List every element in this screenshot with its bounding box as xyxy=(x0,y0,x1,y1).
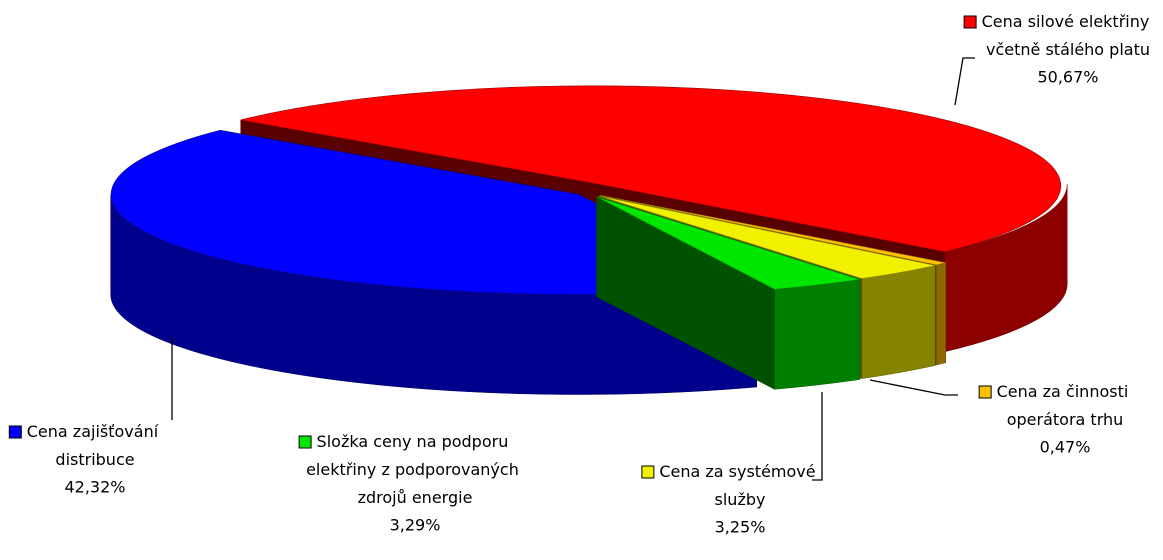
value-label: 3,25% xyxy=(715,518,766,537)
slice-top xyxy=(600,195,946,266)
legend-label: Cena za systémové služby xyxy=(659,462,820,509)
slice xyxy=(596,196,860,390)
legend-label: Složka ceny na podporu elektřiny z podpo… xyxy=(306,432,524,507)
value-label: 3,29% xyxy=(390,516,441,535)
legend-swatch xyxy=(978,385,992,399)
slice-top xyxy=(598,195,936,279)
slice-top xyxy=(110,129,758,295)
value-label: 0,47% xyxy=(1040,438,1091,457)
slice-top xyxy=(240,85,1062,253)
legend-swatch xyxy=(641,465,655,479)
labels: Cena silové elektřiny včetně stálého pla… xyxy=(8,12,1155,537)
leader-line xyxy=(954,57,975,106)
leader-line xyxy=(812,392,823,481)
legend-label: Cena zajišťování distribuce xyxy=(27,422,163,469)
value-label: 50,67% xyxy=(1037,68,1098,87)
legend-label: Cena silové elektřiny včetně stálého pla… xyxy=(982,12,1155,59)
leader-line xyxy=(869,379,958,396)
legend-swatch xyxy=(8,425,22,439)
slice-side xyxy=(861,265,936,379)
slice-side xyxy=(936,262,946,366)
pie xyxy=(110,85,1068,395)
legend-swatch xyxy=(963,15,977,29)
slice-top xyxy=(596,196,860,290)
legend-label: Cena za činnosti operátora trhu xyxy=(997,382,1134,429)
value-label: 42,32% xyxy=(64,478,125,497)
slice-side xyxy=(774,279,860,390)
leader-lines xyxy=(171,57,975,481)
legend-swatch xyxy=(298,435,312,449)
